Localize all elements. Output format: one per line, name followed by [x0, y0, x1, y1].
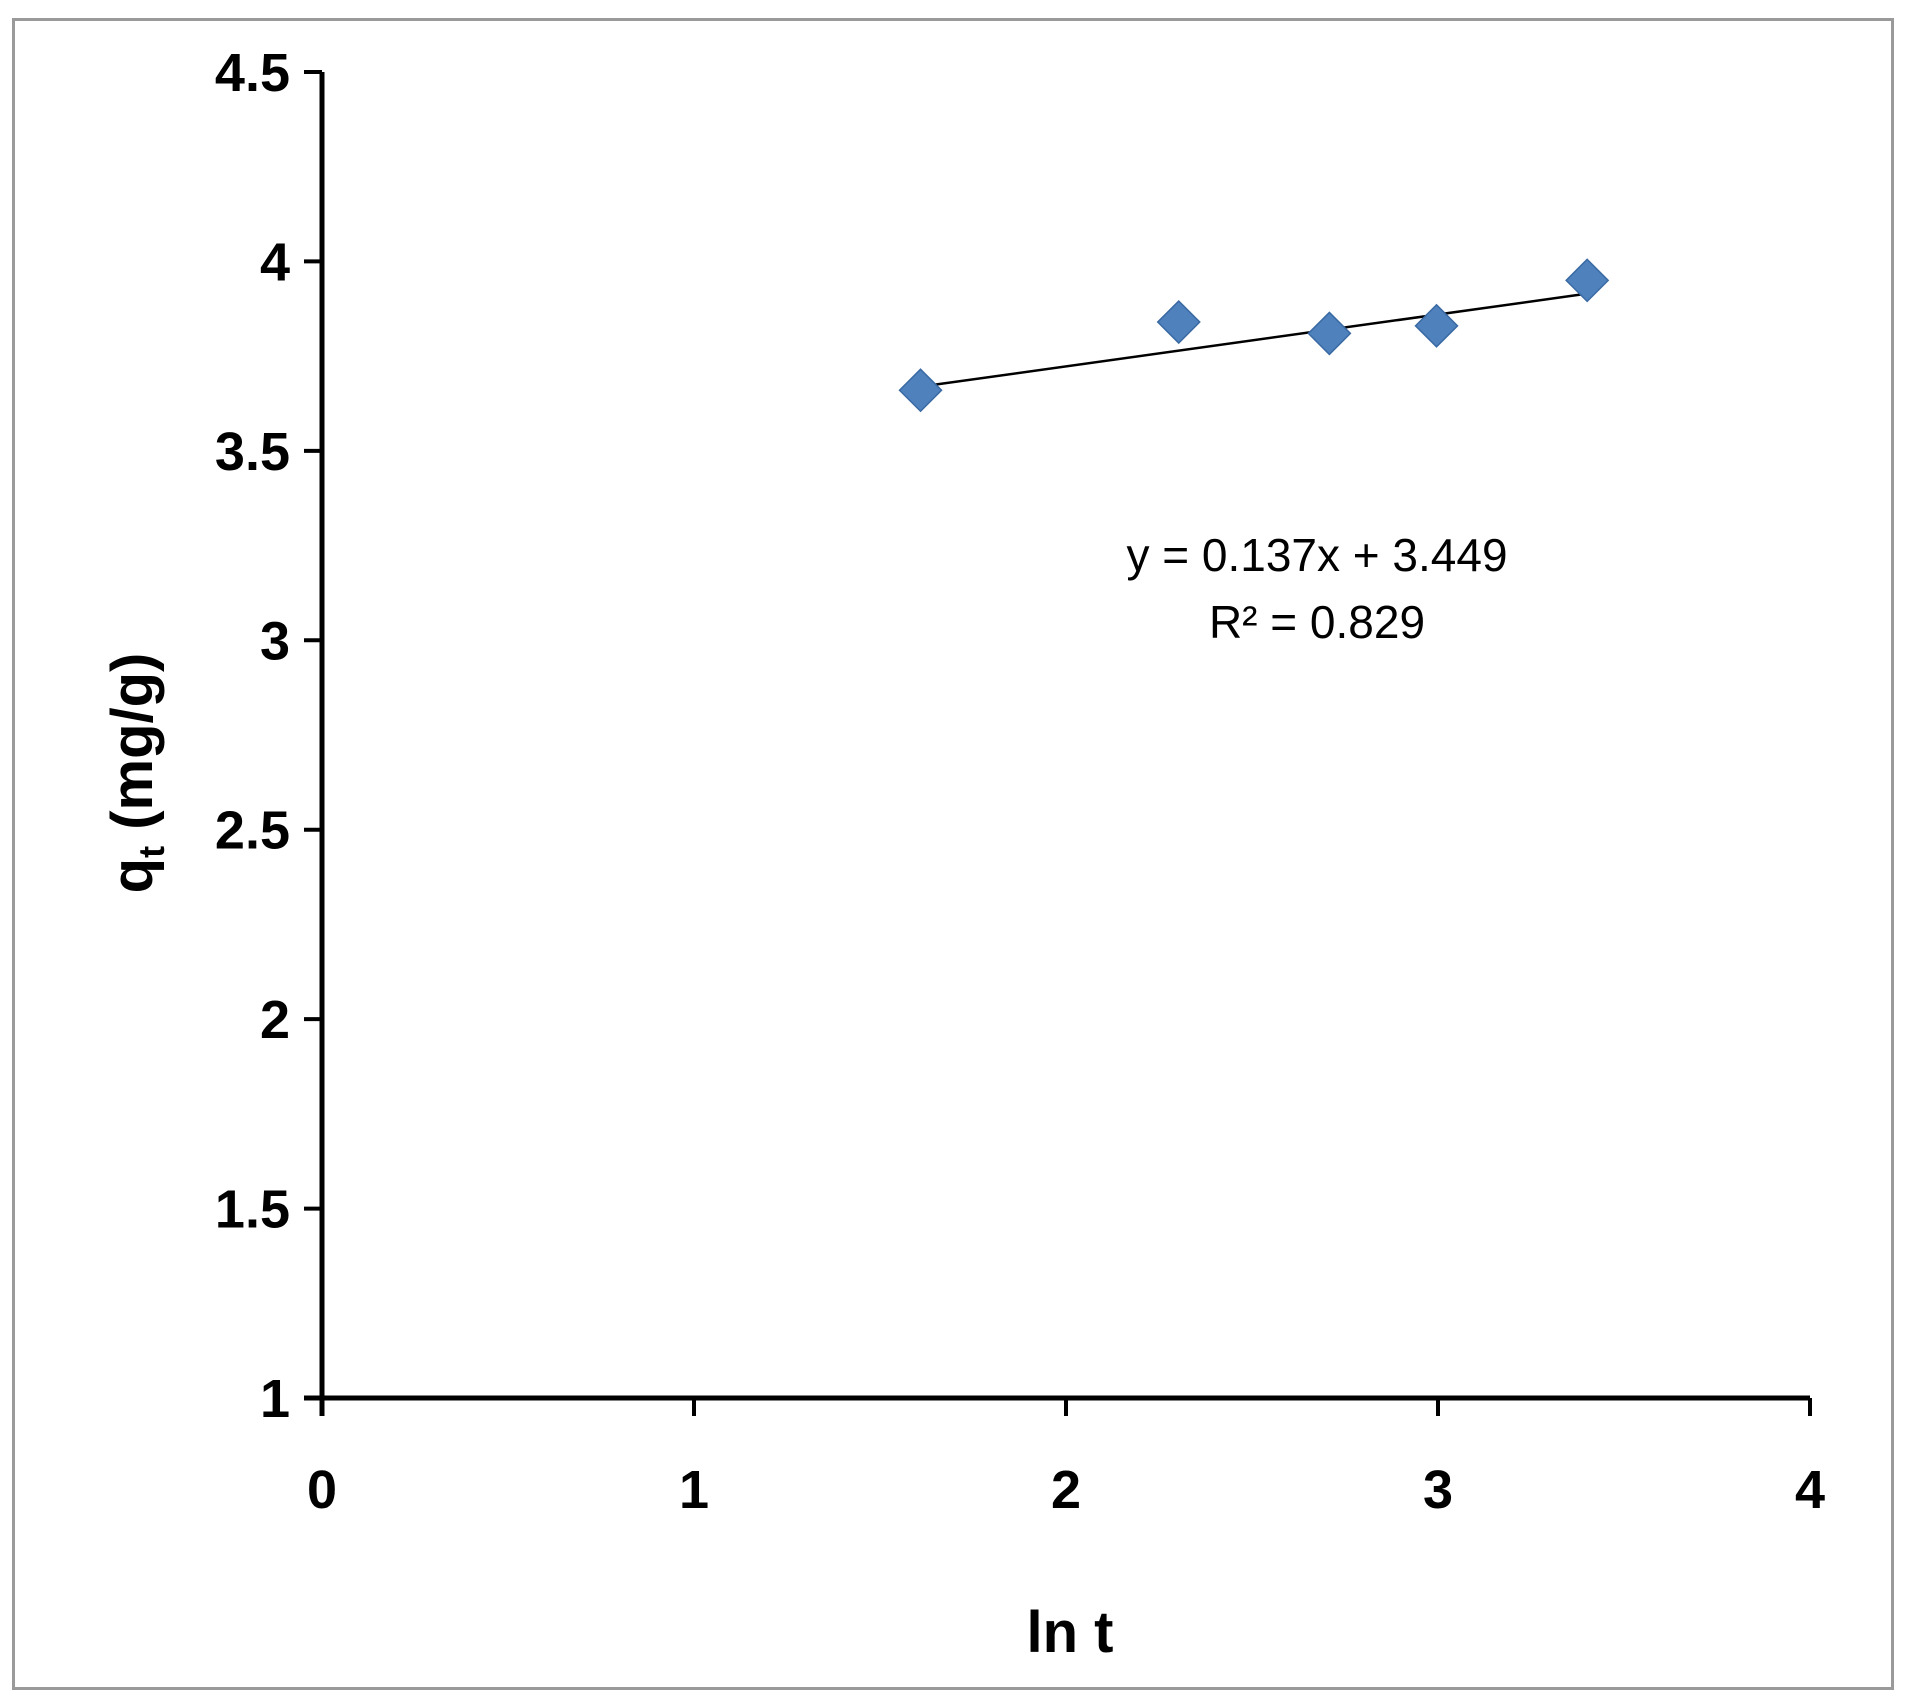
y-tick-label: 3: [260, 611, 290, 671]
y-tick-label: 1.5: [215, 1180, 290, 1240]
data-point: [1414, 303, 1459, 348]
data-point: [1565, 258, 1610, 303]
y-tick-label: 1: [260, 1369, 290, 1429]
y-axis-title: qt (mg/g): [100, 653, 172, 894]
x-tick-label: 3: [1423, 1460, 1453, 1520]
y-axis-title-subscript: t: [131, 846, 172, 858]
x-tick-label: 2: [1051, 1460, 1081, 1520]
x-axis-title: ln t: [1027, 1600, 1114, 1665]
y-tick-label: 2: [260, 990, 290, 1050]
axes: [304, 72, 1810, 1416]
data-point: [1307, 311, 1352, 356]
y-tick-label: 3.5: [215, 422, 290, 482]
x-tick-label: 0: [307, 1460, 337, 1520]
x-tick-label: 1: [679, 1460, 709, 1520]
y-tick-label: 4.5: [215, 43, 290, 103]
y-axis-title-main: q: [100, 858, 165, 893]
chart-frame: [12, 18, 1894, 1690]
trendline-r2: R² = 0.829: [1209, 596, 1425, 648]
y-tick-label: 4: [260, 232, 290, 292]
x-ticks: 0 1 2 3 4: [307, 1398, 1825, 1520]
data-point: [1156, 299, 1201, 345]
data-point: [898, 368, 943, 413]
y-axis-title-unit: (mg/g): [100, 653, 165, 846]
y-tick-label: 2.5: [215, 801, 290, 861]
x-tick-label: 4: [1795, 1460, 1825, 1520]
data-points: [898, 258, 1610, 413]
trendline-equation: y = 0.137x + 3.449: [1126, 529, 1507, 581]
trendline: [920, 292, 1588, 388]
y-ticks: 1 1.5 2 2.5 3 3.5 4 4.5: [215, 43, 322, 1429]
